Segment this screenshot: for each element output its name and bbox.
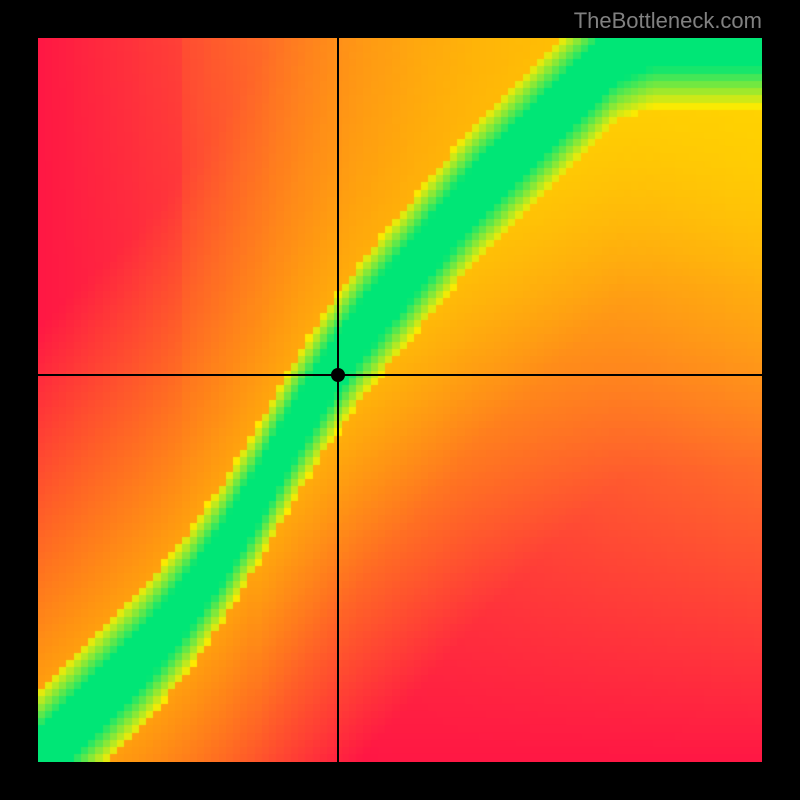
chart-container: TheBottleneck.com [0, 0, 800, 800]
heatmap-canvas [38, 38, 762, 762]
crosshair-horizontal [38, 374, 762, 376]
watermark-text: TheBottleneck.com [574, 8, 762, 34]
crosshair-vertical [337, 38, 339, 762]
heatmap-plot [38, 38, 762, 762]
marker-point [331, 368, 345, 382]
